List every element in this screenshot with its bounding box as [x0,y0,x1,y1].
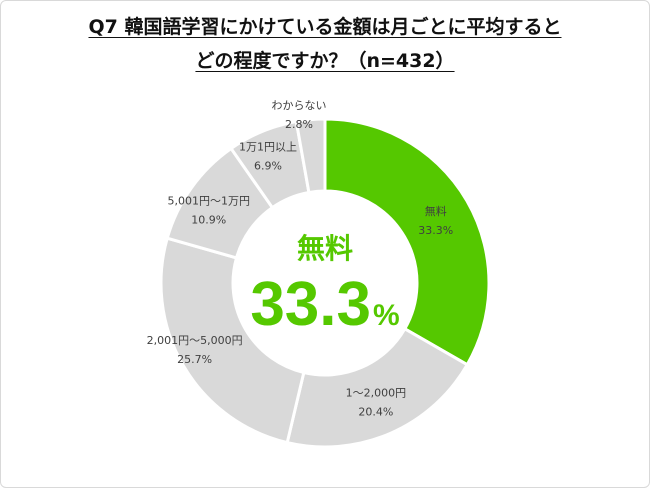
donut-slice [285,326,470,449]
slice-value-label: 6.9% [254,160,282,173]
donut-slice [294,117,327,195]
slice-category-label: 1〜2,000円 [346,386,407,399]
slice-value-label: 10.9% [191,214,226,227]
center-value: 33.3 [250,270,371,339]
donut-slice [159,236,306,445]
donut-slice [323,117,491,367]
slice-category-label: 2,001円〜5,000円 [147,334,243,347]
center-value-line: 33.3% [250,270,399,339]
slice-category-label: 5,001円〜1万円 [167,195,250,208]
slice-category-label: わからない [272,99,327,112]
center-label: 無料 [297,232,353,265]
chart-title-line1: Q7 韓国語学習にかけている金額は月ごとに平均すると [0,12,650,39]
slice-value-label: 2.8% [285,118,313,131]
slice-value-label: 33.3% [418,224,453,237]
chart-title-line2: どの程度ですか？（n=432） [0,46,650,73]
slice-category-label: 無料 [425,204,447,218]
slice-value-label: 20.4% [358,405,393,418]
slice-category-label: 1万1円以上 [239,141,297,154]
slice-value-label: 25.7% [177,353,212,366]
center-unit: % [373,299,400,332]
title-text: どの程度ですか？（n=432） [195,50,455,72]
title-text: Q7 韓国語学習にかけている金額は月ごとに平均すると [88,16,562,38]
